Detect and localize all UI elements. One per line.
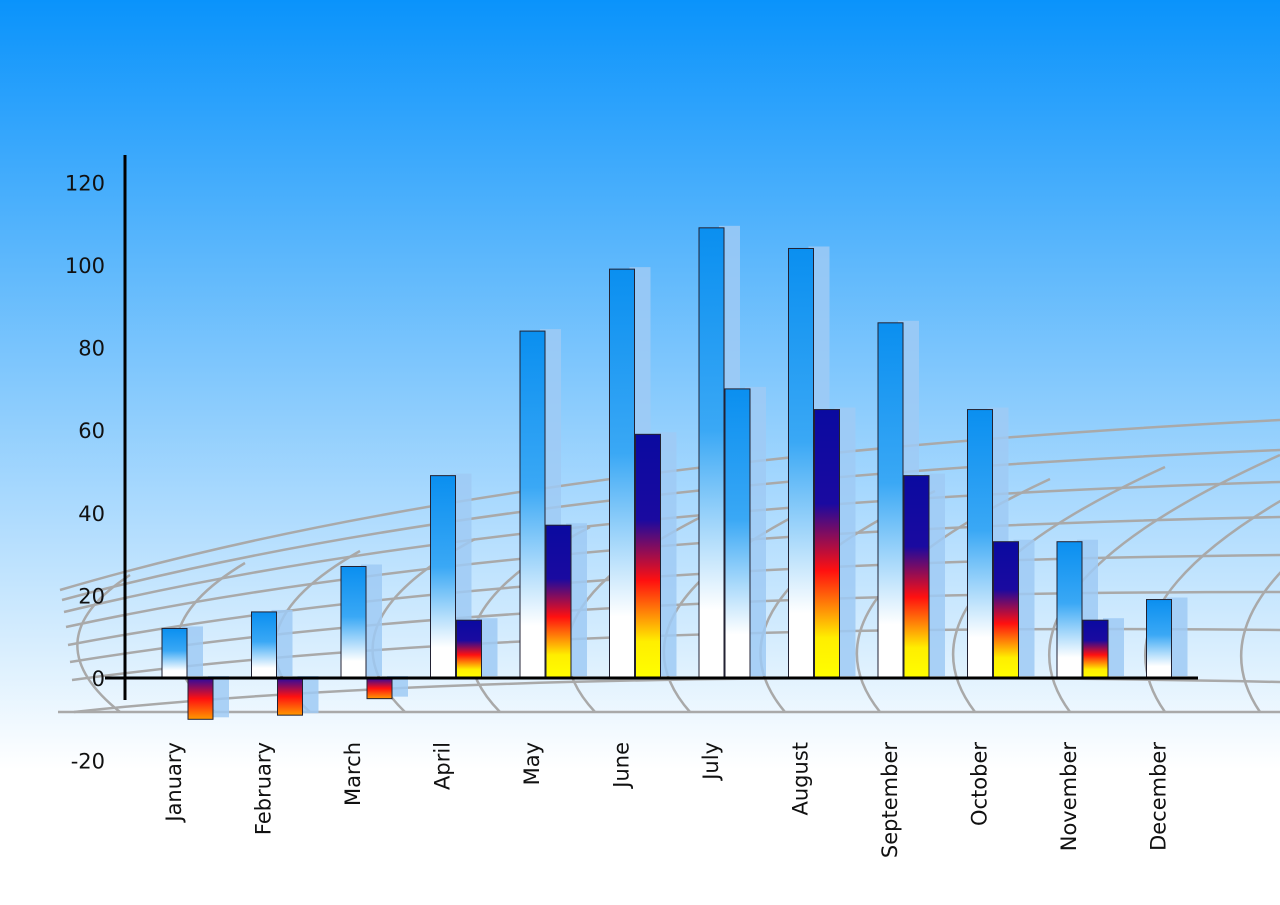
bar-september-series-1 [877,322,904,679]
bar-january-series-1 [161,627,188,679]
x-tick-label: November [1057,742,1081,852]
bar-may-series-1 [519,330,546,679]
grid-curve [76,573,131,713]
bar-december-series-1 [1146,599,1172,679]
bar-september-series-2 [903,475,930,679]
bar-july-series-2 [724,388,751,679]
y-tick-label: 0 [92,667,105,691]
grid-line [61,448,1280,602]
x-tick-label: March [341,742,365,806]
y-tick-label: -20 [71,750,105,774]
y-tick-label: 20 [78,584,105,608]
y-tick-label: 120 [65,171,105,195]
bar-january-series-2 [187,677,214,720]
bar-july-series-1 [698,227,725,679]
x-tick-label: August [789,742,813,816]
bar-august-series-1 [788,247,814,679]
x-tick-label: April [431,742,455,790]
bar-february-series-1 [251,611,277,679]
x-tick-label: February [252,742,276,835]
bar-august-series-2 [814,409,840,679]
x-tick-label: September [878,742,902,858]
y-tick-label: 80 [78,337,105,361]
bar-february-series-2 [277,677,303,716]
bar-october-series-2 [993,541,1019,679]
x-tick-label: December [1147,742,1171,851]
x-tick-label: July [699,742,723,782]
bar-march-series-1 [340,565,367,679]
bar-june-series-1 [609,268,635,679]
grid-curve [1240,571,1280,713]
bar-april-series-1 [430,475,456,679]
bar-november-series-1 [1056,541,1083,679]
x-tick-label: June [610,742,634,790]
grid-curve [662,501,821,713]
bar-march-series-2 [366,677,393,700]
x-tick-label: May [520,742,544,785]
y-tick-label: 40 [78,502,105,526]
bar-april-series-2 [456,619,482,679]
bar-may-series-2 [545,524,572,679]
bar-october-series-1 [967,409,993,679]
grid-line [59,418,1280,592]
y-tick-label: 60 [78,419,105,443]
bar-june-series-2 [635,433,661,679]
bar-november-series-2 [1082,619,1109,679]
x-tick-label: January [162,742,186,824]
x-tick-label: October [968,742,992,826]
y-tick-label: 100 [65,254,105,278]
